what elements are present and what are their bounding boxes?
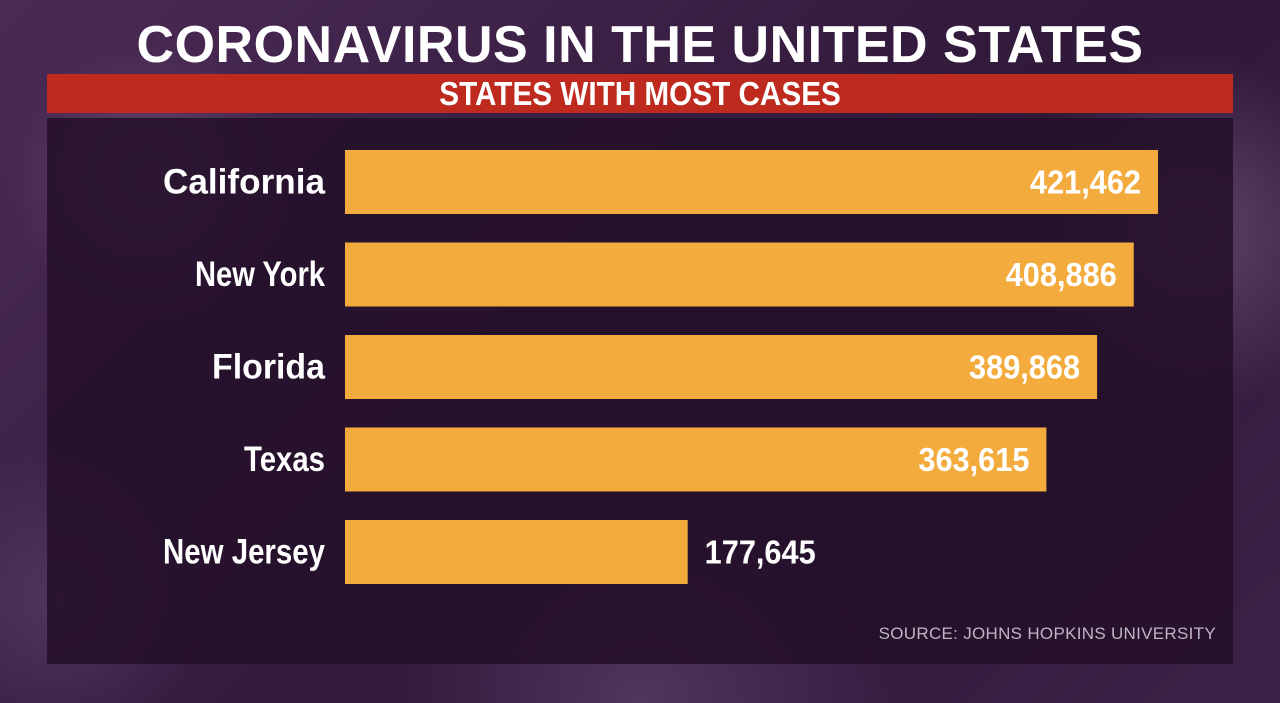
bar-florida <box>345 335 1098 399</box>
category-label: New York <box>195 255 325 294</box>
bar-new-york <box>345 242 1134 307</box>
source-note: SOURCE: JOHNS HOPKINS UNIVERSITY <box>878 624 1216 643</box>
bar-new-jersey <box>345 520 688 584</box>
value-label: 389,868 <box>969 349 1080 386</box>
value-label: 177,645 <box>705 534 816 571</box>
category-label: Florida <box>212 348 326 387</box>
chart-subtitle: STATES WITH MOST CASES <box>439 75 841 112</box>
chart-title: CORONAVIRUS IN THE UNITED STATES <box>136 16 1144 74</box>
category-label: California <box>163 163 326 202</box>
value-label: 363,615 <box>918 441 1029 478</box>
subtitle-banner: STATES WITH MOST CASES <box>47 74 1233 113</box>
category-label: Texas <box>244 440 325 479</box>
bar-texas <box>345 427 1047 492</box>
value-label: 408,886 <box>1006 256 1117 293</box>
bar-california <box>345 150 1158 214</box>
category-label: New Jersey <box>163 533 325 572</box>
value-label: 421,462 <box>1030 164 1141 201</box>
